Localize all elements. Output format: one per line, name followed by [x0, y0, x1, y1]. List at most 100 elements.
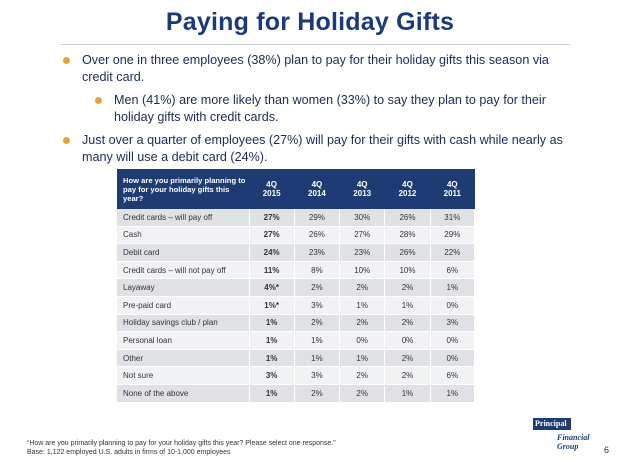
table-row: Debit card 24% 23% 23% 26% 22%	[117, 243, 476, 262]
table-row: Personal loan 1% 1% 0% 0% 0%	[117, 331, 476, 350]
table-cell: 29%	[294, 209, 341, 227]
row-label: Holiday savings club / plan	[117, 314, 250, 333]
table-cell: 1%	[430, 384, 476, 403]
footnote: “How are you primarily planning to pay f…	[27, 439, 336, 457]
table-cell: 1%	[249, 349, 295, 368]
row-label: Credit cards – will pay off	[117, 209, 250, 227]
page-title: Paying for Holiday Gifts	[165, 8, 455, 36]
table-cell: 8%	[294, 261, 341, 280]
table-row: None of the above 1% 2% 2% 1% 1%	[117, 384, 476, 403]
bullet-text: Over one in three employees (38%) plan t…	[82, 53, 549, 84]
table-cell: 1%*	[249, 296, 295, 315]
column-header: 4Q 2012	[384, 169, 431, 209]
table-cell: 27%	[339, 226, 386, 245]
bullet-item: Just over a quarter of employees (27%) w…	[62, 132, 572, 166]
table-cell: 3%	[294, 296, 341, 315]
row-label: Pre-paid card	[117, 296, 250, 315]
column-header: 4Q 2015	[249, 169, 295, 209]
row-label: Other	[117, 349, 250, 368]
table-cell: 2%	[294, 278, 341, 297]
table-cell: 10%	[384, 261, 431, 280]
table-cell: 0%	[430, 296, 476, 315]
table-cell: 1%	[339, 349, 386, 368]
column-header: 4Q 2011	[430, 169, 475, 209]
row-label: Layaway	[117, 278, 250, 297]
page-number: 6	[604, 445, 610, 455]
table-cell: 2%	[339, 278, 386, 297]
bullet-dot-icon	[95, 97, 102, 104]
table-cell: 22%	[430, 243, 476, 262]
sub-bullet-item: Men (41%) are more likely than women (33…	[62, 92, 572, 126]
table-cell: 28%	[384, 226, 431, 245]
table-row: Credit cards – will pay off 27% 29% 30% 26% 3…	[117, 209, 476, 227]
table-cell: 30%	[339, 209, 386, 227]
table-body: Credit cards – will pay off 27% 29% 30% 26% 3…	[117, 209, 476, 403]
bullet-item: Over one in three employees (38%) plan t…	[62, 52, 572, 86]
column-header: 4Q 2014	[294, 169, 340, 209]
table-cell: 2%	[294, 384, 341, 403]
table-cell: 2%	[339, 384, 386, 403]
table-cell: 1%	[384, 384, 431, 403]
table-row: Other 1% 1% 1% 2% 0%	[117, 349, 476, 368]
table-row: Layaway 4%* 2% 2% 2% 1%	[117, 278, 476, 297]
row-label: Cash	[117, 226, 250, 245]
table-cell: 1%	[294, 349, 341, 368]
table-cell: 0%	[430, 331, 476, 350]
table-cell: 27%	[249, 209, 295, 227]
table-cell: 2%	[339, 314, 386, 333]
table-cell: 11%	[249, 261, 295, 280]
table-cell: 4%*	[249, 278, 295, 297]
table-cell: 23%	[294, 243, 341, 262]
table-cell: 3%	[249, 366, 295, 385]
table-cell: 0%	[339, 331, 386, 350]
table-cell: 24%	[249, 243, 295, 262]
title-divider	[60, 44, 570, 45]
table-cell: 1%	[249, 384, 295, 403]
table-row: Not sure 3% 3% 2% 2% 6%	[117, 366, 476, 385]
table-cell: 0%	[384, 331, 431, 350]
table-cell: 1%	[430, 278, 476, 297]
table-row: Cash 27% 26% 27% 28% 29%	[117, 226, 476, 245]
table-cell: 31%	[430, 209, 476, 227]
table-row: Credit cards – will not pay off 11% 8% 10% 1…	[117, 261, 476, 280]
table-cell: 1%	[249, 331, 295, 350]
bullet-dot-icon	[63, 137, 70, 144]
table-cell: 2%	[384, 349, 431, 368]
row-label: Not sure	[117, 366, 250, 385]
bullet-text: Just over a quarter of employees (27%) w…	[82, 133, 563, 164]
footnote-base: Base: 1,122 employed U.S. adults in firm…	[27, 449, 231, 456]
table-row: Holiday savings club / plan 1% 2% 2% 2% 3%	[117, 314, 476, 333]
table-cell: 2%	[384, 366, 431, 385]
bullet-text: Men (41%) are more likely than women (33…	[114, 93, 546, 124]
table-cell: 6%	[430, 261, 476, 280]
table-row: Pre-paid card 1%* 3% 1% 1% 0%	[117, 296, 476, 315]
table-cell: 10%	[339, 261, 386, 280]
bullet-dot-icon	[63, 57, 70, 64]
survey-table: How are you primarily planning to pay fo…	[117, 169, 476, 403]
table-cell: 0%	[430, 349, 476, 368]
table-cell: 2%	[294, 314, 341, 333]
table-cell: 29%	[430, 226, 476, 245]
principal-logo: Principal Financial Group	[533, 418, 595, 458]
logo-subtitle-line: Financial	[557, 433, 590, 442]
table-cell: 2%	[384, 314, 431, 333]
table-cell: 23%	[339, 243, 386, 262]
table-cell: 26%	[294, 226, 341, 245]
table-cell: 3%	[294, 366, 341, 385]
table-cell: 6%	[430, 366, 476, 385]
table-cell: 2%	[384, 278, 431, 297]
row-label: Credit cards – will not pay off	[117, 261, 250, 280]
table-cell: 26%	[384, 243, 431, 262]
logo-subtitle-line: Group	[557, 442, 579, 451]
table-cell: 1%	[384, 296, 431, 315]
table-cell: 3%	[430, 314, 476, 333]
logo-subtitle: Financial Group	[557, 433, 589, 451]
footnote-question: “How are you primarily planning to pay f…	[27, 440, 336, 447]
logo-wordmark: Principal	[533, 418, 571, 430]
table-cell: 1%	[249, 314, 295, 333]
row-label: Debit card	[117, 243, 250, 262]
bullet-list: Over one in three employees (38%) plan t…	[62, 52, 572, 172]
column-header: 4Q 2013	[339, 169, 385, 209]
table-header-row: How are you primarily planning to pay fo…	[117, 169, 475, 209]
row-label: None of the above	[117, 384, 250, 403]
